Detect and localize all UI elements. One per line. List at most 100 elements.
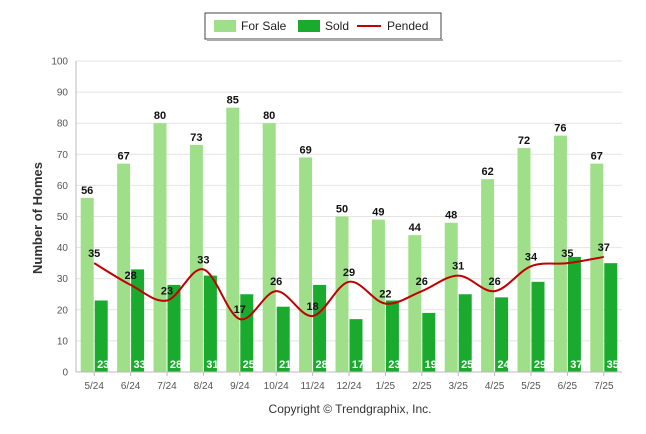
data-label-pended: 28: [124, 270, 136, 282]
bar-for-sale: [226, 107, 240, 373]
data-label-for-sale: 80: [263, 110, 275, 122]
bar-for-sale: [335, 216, 349, 372]
pended-line: [93, 255, 604, 321]
x-tick-label: 4/25: [485, 381, 505, 392]
bar-sold: [94, 300, 108, 372]
bar-sold: [531, 281, 545, 372]
data-label-for-sale: 44: [409, 222, 422, 234]
x-tick-label: 1/25: [376, 381, 396, 392]
legend-box: [204, 12, 442, 40]
y-axis-label: Number of Homes: [30, 162, 45, 274]
y-tick-label: 20: [57, 305, 69, 316]
data-label-pended: 26: [416, 276, 428, 288]
axes: 0 10 20 30 40 50 60 70 80 90 100 5/24 6/24 7/24 8/24 9/…: [51, 57, 622, 392]
data-label-sold: 35: [607, 359, 619, 371]
data-label-pended: 26: [488, 276, 500, 288]
legend-shadow: [207, 39, 443, 41]
data-label-sold: 31: [206, 359, 218, 371]
bar-sold: [240, 294, 254, 372]
x-tick-label: 8/24: [194, 381, 214, 392]
legend-swatch: [214, 20, 236, 32]
y-tick-label: 0: [62, 368, 68, 379]
bar-for-sale: [371, 219, 385, 372]
y-tick-label: 70: [57, 150, 69, 161]
data-label-pended: 26: [270, 276, 282, 288]
y-tick-label: 10: [57, 336, 69, 347]
bar-for-sale: [117, 163, 131, 372]
copyright-text: Copyright © Trendgraphix, Inc.: [269, 402, 432, 416]
data-label-sold: 28: [315, 359, 327, 371]
x-tick-label: 3/25: [448, 381, 468, 392]
y-tick-label: 40: [57, 243, 69, 254]
data-label-for-sale: 72: [518, 135, 530, 147]
data-label-sold: 17: [352, 359, 364, 371]
legend-label: Sold: [325, 19, 349, 33]
y-tick-label: 50: [57, 212, 69, 223]
x-tick-label: 10/24: [264, 381, 289, 392]
bar-sold: [131, 269, 145, 372]
bar-for-sale: [517, 148, 531, 372]
data-label-sold: 28: [170, 359, 182, 371]
data-label-for-sale: 62: [481, 166, 493, 178]
data-label-pended: 35: [561, 248, 573, 260]
data-label-pended: 29: [343, 267, 355, 279]
data-label-pended: 33: [197, 254, 209, 266]
bars: [80, 107, 618, 373]
x-tick-label: 11/24: [300, 381, 325, 392]
data-label-for-sale: 48: [445, 210, 457, 222]
data-label-sold: 23: [97, 359, 109, 371]
bar-for-sale: [262, 123, 276, 372]
data-label-pended: 17: [234, 304, 246, 316]
data-label-for-sale: 56: [81, 185, 93, 197]
y-tick-label: 30: [57, 274, 69, 285]
data-label-pended: 37: [598, 242, 610, 254]
x-tick-label: 12/24: [336, 381, 361, 392]
data-label-sold: 33: [133, 359, 145, 371]
bar-sold: [422, 312, 436, 372]
data-label-pended: 23: [161, 285, 173, 297]
bar-sold: [276, 306, 290, 372]
bar-sold: [313, 284, 327, 372]
bar-for-sale: [590, 163, 604, 372]
y-tick-label: 90: [57, 88, 69, 99]
x-tick-label: 5/24: [84, 381, 104, 392]
data-label-pended: 34: [525, 251, 538, 263]
x-tick-label: 5/25: [521, 381, 541, 392]
bar-for-sale: [408, 235, 422, 372]
bar-sold: [167, 284, 181, 372]
x-tick-label: 9/24: [230, 381, 250, 392]
data-label-for-sale: 69: [299, 144, 311, 156]
data-label-for-sale: 76: [554, 123, 566, 135]
data-label-sold: 24: [497, 359, 510, 371]
data-label-for-sale: 67: [591, 151, 603, 163]
data-label-for-sale: 50: [336, 204, 348, 216]
data-label-pended: 18: [306, 301, 318, 313]
bar-for-sale: [553, 135, 567, 372]
bar-sold: [458, 294, 472, 372]
bar-for-sale: [153, 123, 167, 372]
data-label-sold: 25: [243, 359, 255, 371]
data-label-sold: 19: [425, 359, 437, 371]
x-tick-label: 6/25: [558, 381, 578, 392]
legend-label: For Sale: [241, 19, 287, 33]
bar-for-sale: [189, 144, 203, 372]
x-tick-label: 7/25: [594, 381, 614, 392]
pended-series-line: [93, 255, 604, 321]
data-label-for-sale: 73: [190, 132, 202, 144]
data-label-sold: 37: [570, 359, 582, 371]
legend-swatch: [298, 20, 320, 32]
data-label-sold: 25: [461, 359, 473, 371]
data-label-pended: 31: [452, 261, 464, 273]
data-label-pended: 22: [379, 289, 391, 301]
y-tick-label: 100: [51, 57, 68, 68]
bar-for-sale: [444, 222, 458, 372]
bar-sold: [385, 300, 399, 372]
bar-for-sale: [80, 197, 94, 372]
data-label-for-sale: 67: [117, 151, 129, 163]
y-tick-label: 80: [57, 119, 69, 130]
bar-sold: [495, 297, 509, 372]
data-label-pended: 35: [88, 248, 100, 260]
data-label-for-sale: 85: [227, 95, 239, 107]
